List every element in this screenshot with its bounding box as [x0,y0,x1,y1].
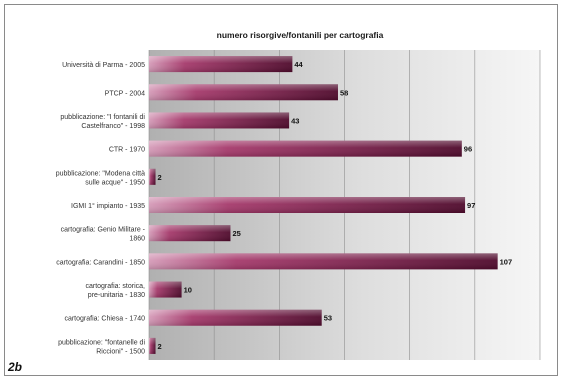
bar-shading [149,56,293,73]
value-label: 43 [291,116,299,125]
value-label: 2 [158,342,162,351]
category-label: cartografia: storica, pre-unitaria - 1830 [85,283,145,299]
value-label: 97 [467,201,475,210]
category-labels: Università di Parma - 2005 PTCP - 2004 pub… [56,62,146,355]
bars [149,56,498,354]
category-label: cartografia: Genio Militare -1860 [61,227,146,243]
value-label: 10 [184,286,192,295]
category-label: pubblicazione: "Modena città sulle acque"… [56,170,145,186]
category-label: PTCP - 2004 [105,90,145,97]
value-label: 53 [324,314,332,323]
value-label: 2 [158,173,162,182]
value-labels: 44 58 43 96 2 97 25 107 10 53 2 [158,60,513,351]
category-label: CTR - 1970 [109,147,145,154]
panel-label: 2b [8,360,23,374]
value-label: 25 [232,229,240,238]
bar-shading [149,309,322,326]
bar-shading [149,281,182,298]
value-label: 107 [500,257,513,266]
category-label: cartografia: Carandini - 1850 [56,259,145,266]
chart-frame [4,4,558,376]
category-label: pubblicazione: "I fontanili di Castelfran… [60,114,145,130]
bar-shading [149,84,338,101]
value-label: 44 [294,60,303,69]
bar-shading [149,225,231,242]
category-label: cartografia: Chiesa - 1740 [64,316,145,323]
bar-shading [149,253,498,270]
category-label: IGMI 1° impianto - 1935 [71,202,145,210]
value-label: 58 [340,88,348,97]
bar-shading [149,337,156,354]
category-label: Università di Parma - 2005 [62,62,145,69]
bar-shading [149,197,466,213]
value-label: 96 [464,145,472,154]
bar-shading [149,168,156,185]
bar-shading [149,112,290,129]
chart-title: numero risorgive/fontanili per cartograf… [217,30,384,40]
bar-shading [149,140,462,157]
category-label: pubblicazione: "fontanelle di Riccioni" -… [58,339,145,355]
